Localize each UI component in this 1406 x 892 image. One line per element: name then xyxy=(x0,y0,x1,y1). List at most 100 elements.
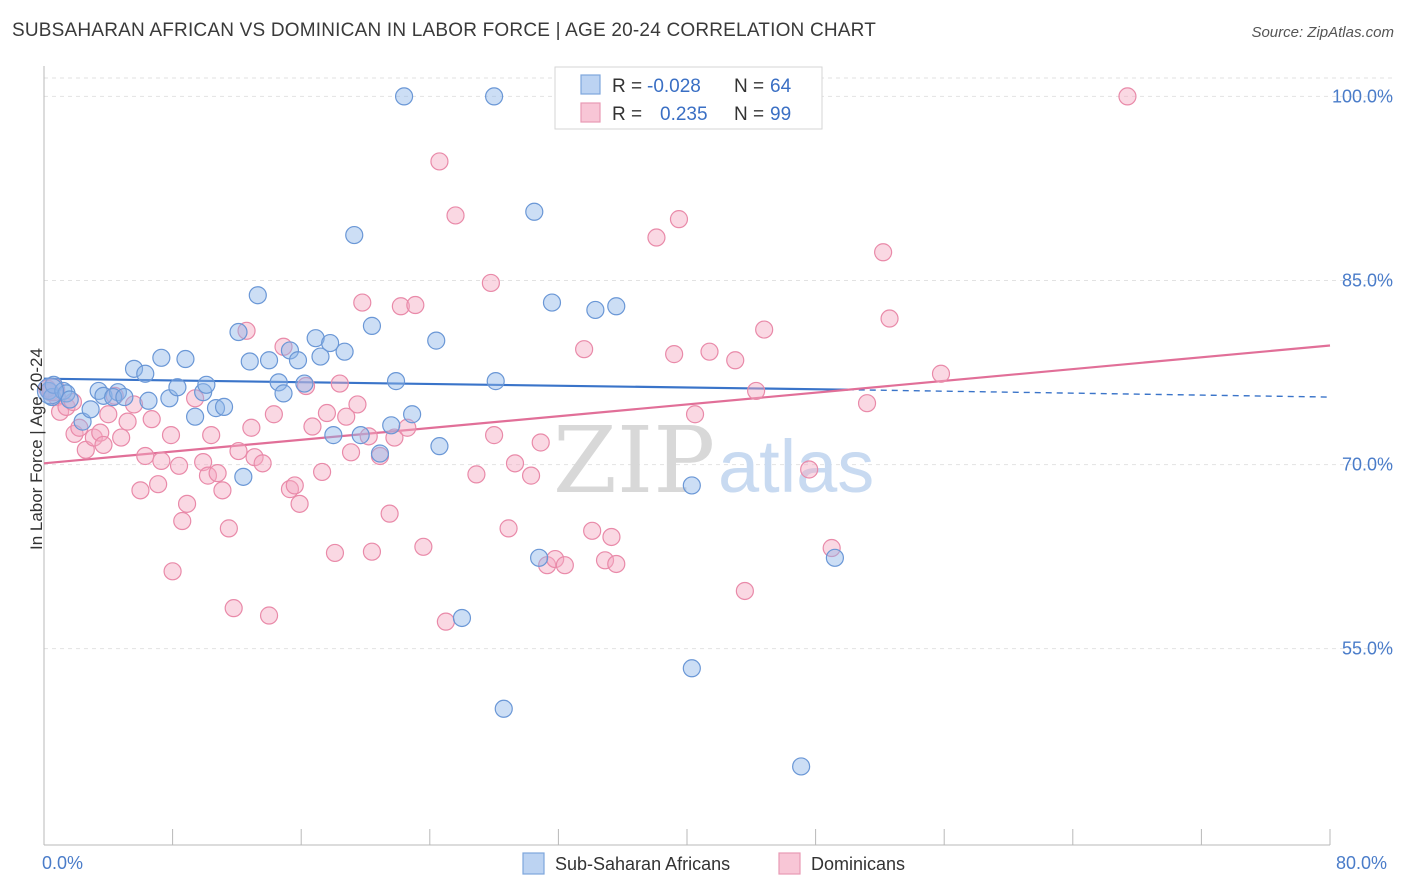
dominicans-point xyxy=(583,521,602,540)
legend-n-label-1: N = xyxy=(734,76,764,97)
dominicans-point xyxy=(173,511,192,531)
dominicans-point xyxy=(142,410,161,429)
dominicans-point xyxy=(430,152,449,171)
dominicans-point xyxy=(317,403,337,423)
sub-saharan-point xyxy=(269,373,288,392)
dominicans-point xyxy=(505,454,525,473)
dominicans-point xyxy=(521,466,541,485)
sub-saharan-point xyxy=(240,352,259,371)
dominicans-point xyxy=(136,446,155,466)
dominicans-point xyxy=(931,364,951,383)
dominicans-point xyxy=(112,428,131,447)
dominicans-point xyxy=(202,426,221,445)
correlation-legend: R = -0.028 N = 64 R = 0.235 N = 99 xyxy=(554,66,823,130)
dominicans-point xyxy=(602,527,621,547)
watermark-atlas: atlas xyxy=(718,425,874,508)
y-tick-label: 100.0% xyxy=(1332,86,1393,106)
x-tick-label-min: 0.0% xyxy=(42,853,83,873)
chart-title: SUBSAHARAN AFRICAN VS DOMINICAN IN LABOR… xyxy=(12,20,877,41)
sub-saharan-point xyxy=(394,87,414,106)
dominicans-point xyxy=(341,443,361,462)
dominicans-point xyxy=(242,418,261,437)
sub-saharan-point xyxy=(115,387,134,407)
series-sub-saharan-points xyxy=(36,87,844,776)
dominicans-point xyxy=(259,606,279,625)
dominicans-point xyxy=(118,412,137,431)
sub-saharan-point xyxy=(152,348,171,367)
y-tick-labels: 55.0% 70.0% 85.0% 100.0% xyxy=(1332,86,1393,658)
sub-saharan-point xyxy=(311,347,330,366)
legend-r-label-1: R = xyxy=(612,76,642,97)
sub-saharan-point xyxy=(386,372,406,391)
sub-saharan-point xyxy=(792,757,811,776)
dominicans-point xyxy=(874,243,893,262)
sub-saharan-point xyxy=(229,322,248,342)
series-dominicans-points xyxy=(38,87,1137,631)
sub-saharan-point xyxy=(335,342,354,361)
legend-swatch-dominicans xyxy=(778,852,801,875)
dominicans-point xyxy=(312,462,332,482)
dominicans-point xyxy=(362,542,382,561)
dominicans-point xyxy=(213,481,232,500)
dominicans-point xyxy=(485,426,504,445)
x-tick-label-max: 80.0% xyxy=(1336,853,1387,873)
sub-saharan-point xyxy=(542,293,562,312)
sub-saharan-point xyxy=(295,374,314,393)
dominicans-point xyxy=(555,556,574,575)
dominicans-point xyxy=(99,405,118,424)
dominicans-point xyxy=(499,519,518,538)
dominicans-trend-line xyxy=(43,344,1331,465)
dominicans-point xyxy=(177,494,197,513)
dominicans-point xyxy=(348,395,367,414)
series-legend: Sub-Saharan Africans Dominicans xyxy=(522,852,905,875)
dominicans-point xyxy=(152,451,171,470)
dominicans-point xyxy=(414,537,433,556)
legend-swatch-sub-saharan xyxy=(522,852,545,875)
dominicans-point xyxy=(161,426,181,445)
watermark: ZIP atlas xyxy=(553,407,874,514)
sub-saharan-point xyxy=(607,297,626,316)
dominicans-point xyxy=(380,504,399,523)
legend-n-value-2: 99 xyxy=(770,104,791,125)
sub-saharan-point xyxy=(682,476,701,495)
watermark-zip: ZIP xyxy=(553,407,715,514)
sub-saharan-point xyxy=(186,407,205,426)
dominicans-point xyxy=(800,460,819,479)
sub-saharan-point xyxy=(430,437,449,456)
dominicans-point xyxy=(330,374,349,393)
sub-saharan-point xyxy=(168,378,187,397)
dominicans-point xyxy=(264,405,283,424)
sub-saharan-point xyxy=(370,444,390,463)
dominicans-point xyxy=(131,481,150,500)
dominicans-point xyxy=(595,551,615,570)
dominicans-point xyxy=(353,293,372,312)
dominicans-point xyxy=(685,405,705,424)
dominicans-point xyxy=(391,297,410,316)
dominicans-point xyxy=(406,295,425,315)
sub-saharan-point xyxy=(274,384,293,403)
legend-label-sub-saharan: Sub-Saharan Africans xyxy=(555,854,730,874)
dominicans-point xyxy=(747,381,766,401)
dominicans-point xyxy=(208,464,227,483)
sub-saharan-point xyxy=(485,87,504,106)
axes xyxy=(43,66,1331,846)
sub-saharan-point xyxy=(214,397,234,416)
legend-n-label-2: N = xyxy=(734,104,764,125)
y-tick-label: 70.0% xyxy=(1342,455,1393,475)
sub-saharan-point xyxy=(362,316,382,335)
dominicans-point xyxy=(607,554,626,574)
sub-saharan-point xyxy=(136,364,155,383)
sub-saharan-trend-extension xyxy=(847,389,1331,398)
sub-saharan-point xyxy=(452,608,472,628)
sub-saharan-point xyxy=(139,391,158,410)
sub-saharan-point xyxy=(324,426,343,445)
sub-saharan-point xyxy=(427,331,446,350)
sub-saharan-point xyxy=(81,400,100,419)
sub-saharan-point xyxy=(321,333,340,353)
dominicans-point xyxy=(857,394,877,413)
dominicans-point xyxy=(700,342,719,361)
dominicans-point xyxy=(647,228,666,247)
sub-saharan-point xyxy=(248,286,267,305)
dominicans-point xyxy=(163,562,182,581)
sub-saharan-point xyxy=(197,375,216,394)
